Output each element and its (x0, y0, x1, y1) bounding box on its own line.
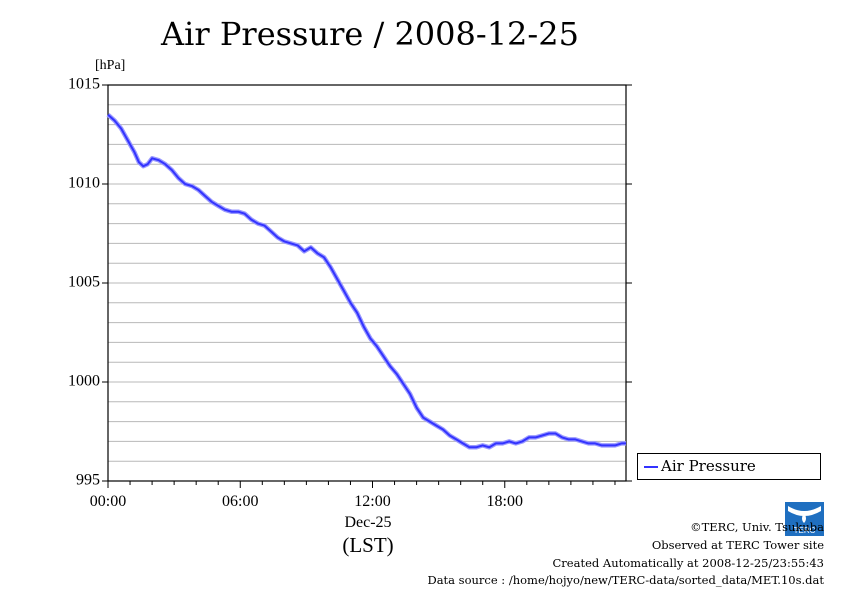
y-tick-label: 995 (76, 472, 100, 489)
x-tick-label: 18:00 (487, 493, 523, 510)
y-tick-label: 1010 (68, 175, 100, 192)
axis-ticks: 995 1000 1005 1010 1015 00:00 06:00 12:00 18:00 (68, 76, 632, 510)
y-tick-label: 1005 (68, 274, 100, 291)
footer-source: Data source : /home/hojyo/new/TERC-data/… (427, 573, 824, 587)
svg-text:TERC: TERC (794, 526, 816, 535)
terc-logo-icon: TERC (785, 502, 824, 536)
x-axis-timezone-label: (LST) (342, 533, 393, 557)
legend-swatch (644, 466, 658, 468)
chart-title: Air Pressure / 2008-12-25 (161, 15, 579, 53)
terc-logo: TERC (785, 502, 824, 536)
legend: Air Pressure (637, 453, 821, 480)
x-tick-label: 00:00 (90, 493, 126, 510)
y-axis-unit-label: [hPa] (95, 58, 125, 73)
legend-label: Air Pressure (661, 457, 756, 475)
footer-copyright: ©TERC, Univ. Tsukuba (690, 520, 824, 534)
grid-lines (108, 104, 626, 462)
y-tick-label: 1015 (68, 76, 100, 93)
x-tick-label: 12:00 (354, 493, 390, 510)
footer-observed: Observed at TERC Tower site (651, 538, 824, 552)
series-line-air-pressure (107, 113, 626, 449)
footer-created: Created Automatically at 2008-12-25/23:5… (552, 556, 825, 570)
x-axis-date-label: Dec-25 (344, 514, 391, 531)
x-tick-label: 06:00 (222, 493, 258, 510)
y-tick-label: 1000 (68, 373, 100, 390)
series-layer (106, 113, 626, 450)
